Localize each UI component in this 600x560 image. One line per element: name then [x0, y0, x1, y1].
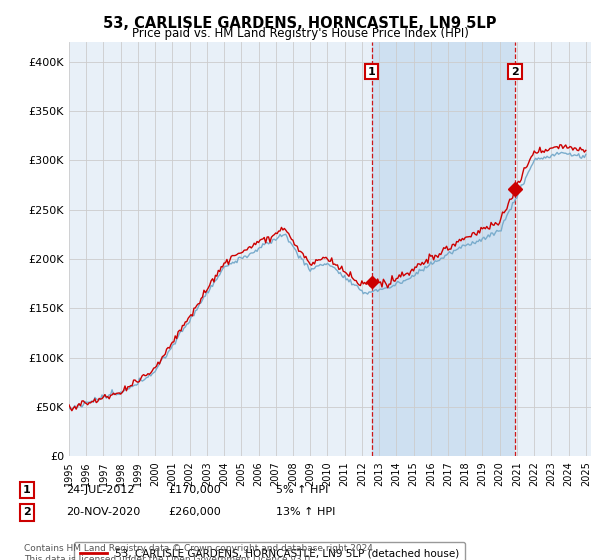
- Text: 1: 1: [23, 485, 31, 495]
- Text: 2: 2: [511, 67, 519, 77]
- Text: 20-NOV-2020: 20-NOV-2020: [66, 507, 140, 517]
- Text: 5% ↑ HPI: 5% ↑ HPI: [276, 485, 328, 495]
- Text: £260,000: £260,000: [168, 507, 221, 517]
- Text: Price paid vs. HM Land Registry's House Price Index (HPI): Price paid vs. HM Land Registry's House …: [131, 27, 469, 40]
- Text: 13% ↑ HPI: 13% ↑ HPI: [276, 507, 335, 517]
- Text: 2: 2: [23, 507, 31, 517]
- Bar: [371, 42, 515, 456]
- Legend: 53, CARLISLE GARDENS, HORNCASTLE, LN9 5LP (detached house), HPI: Average price, : 53, CARLISLE GARDENS, HORNCASTLE, LN9 5L…: [74, 543, 466, 560]
- Text: Contains HM Land Registry data © Crown copyright and database right 2024.
This d: Contains HM Land Registry data © Crown c…: [24, 544, 376, 560]
- Text: 53, CARLISLE GARDENS, HORNCASTLE, LN9 5LP: 53, CARLISLE GARDENS, HORNCASTLE, LN9 5L…: [103, 16, 497, 31]
- Text: 24-JUL-2012: 24-JUL-2012: [66, 485, 134, 495]
- Text: £170,000: £170,000: [168, 485, 221, 495]
- Text: 1: 1: [368, 67, 376, 77]
